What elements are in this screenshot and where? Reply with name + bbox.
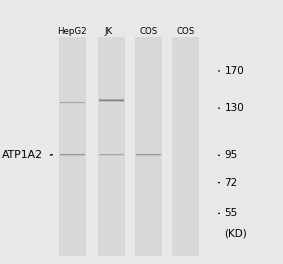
Text: 55: 55 [224, 208, 238, 218]
Bar [99, 95, 124, 96]
Bar [99, 97, 124, 98]
Bar [99, 101, 124, 102]
Text: 170: 170 [224, 66, 244, 76]
Bar [59, 37, 85, 256]
Bar [135, 37, 162, 256]
Text: COS: COS [140, 27, 158, 36]
Text: HepG2: HepG2 [57, 27, 87, 36]
Bar [99, 100, 124, 101]
Bar [99, 105, 124, 106]
Text: ATP1A2: ATP1A2 [1, 150, 42, 160]
Bar [99, 103, 124, 104]
Text: COS: COS [176, 27, 194, 36]
Text: 130: 130 [224, 103, 244, 113]
Text: 72: 72 [224, 178, 238, 188]
Text: JK: JK [105, 27, 113, 36]
Bar [99, 99, 124, 100]
Bar [99, 102, 124, 103]
Text: (KD): (KD) [224, 228, 247, 238]
Bar [99, 104, 124, 105]
Bar [99, 96, 124, 97]
Text: 95: 95 [224, 150, 238, 160]
Bar [98, 37, 125, 256]
Bar [172, 37, 199, 256]
Bar [99, 98, 124, 99]
